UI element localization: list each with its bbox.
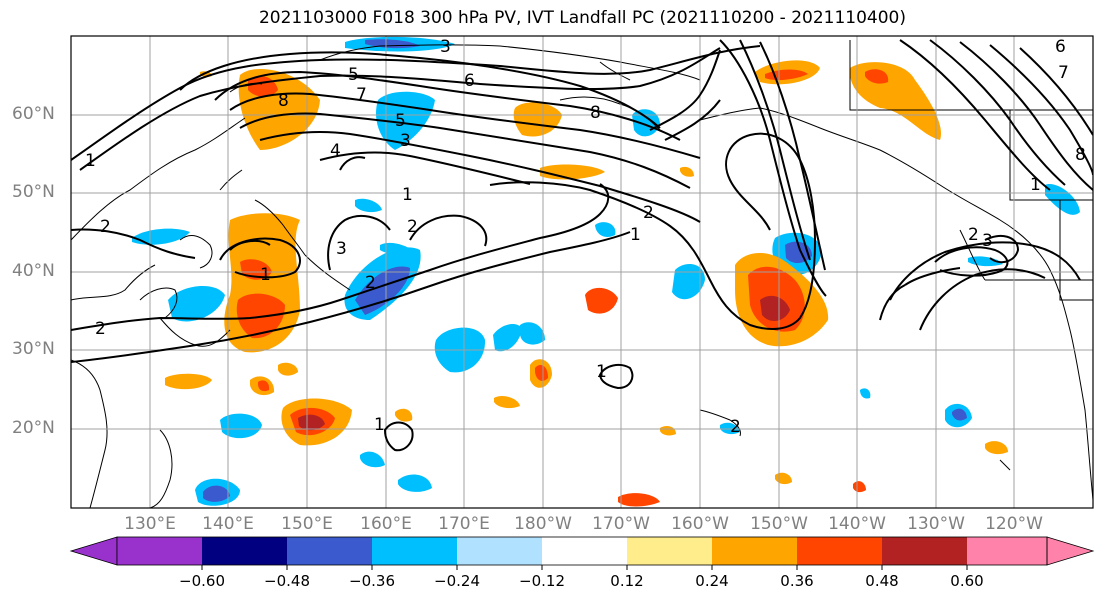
lat-label: 20°N: [12, 418, 55, 438]
map-frame: [70, 35, 1094, 509]
contour-label: 2: [407, 217, 418, 237]
lon-label: 160°W: [671, 514, 729, 534]
coastlines: [71, 40, 1093, 508]
contour-label: 6: [464, 71, 475, 91]
colorbar-tick-label: 0.48: [865, 572, 899, 590]
contour-label: 7: [1058, 63, 1069, 83]
colorbar-bin: [117, 537, 202, 565]
colorbar-bin: [627, 537, 712, 565]
contour-label: 2: [100, 217, 111, 237]
contour-label: 1: [260, 265, 271, 285]
contour-label: 3: [400, 131, 411, 151]
colorbar-tick-label: −0.24: [434, 572, 480, 590]
lat-label: 50°N: [12, 182, 55, 202]
contour-label: 8: [1075, 145, 1086, 165]
lat-label: 40°N: [12, 261, 55, 281]
lon-label: 150°E: [281, 514, 333, 534]
contour-label: 5: [395, 111, 406, 131]
colorbar-tick-label: −0.60: [179, 572, 225, 590]
contour-label: 5: [348, 65, 359, 85]
colorbar-bin: [967, 537, 1047, 565]
colorbar-extend-high: [1046, 536, 1095, 566]
contour-label: 2: [365, 273, 376, 293]
contour-label: 8: [590, 103, 601, 123]
contour-label: 8: [278, 91, 289, 111]
colorbar: [69, 536, 1095, 570]
colorbar-bin: [712, 537, 797, 565]
colorbar-bin: [372, 537, 457, 565]
colorbar-tick-label: −0.36: [349, 572, 395, 590]
lon-label: 140°E: [202, 514, 254, 534]
lon-label: 160°E: [360, 514, 412, 534]
contour-label: 3: [982, 231, 993, 251]
contour-label: 3: [440, 37, 451, 57]
colorbar-bin: [287, 537, 372, 565]
contour-label: 6: [1055, 37, 1066, 57]
lon-label: 120°W: [985, 514, 1043, 534]
contour-label: 2: [730, 417, 741, 437]
lon-label: 150°W: [750, 514, 808, 534]
contour-label: 1: [85, 151, 96, 171]
contour-label: 3: [336, 239, 347, 259]
contour-label: 2: [643, 203, 654, 223]
colorbar-bin: [882, 537, 967, 565]
lat-label: 60°N: [12, 104, 55, 124]
pv-contours: [71, 39, 1093, 452]
colorbar-bin: [202, 537, 287, 565]
contour-label: 1: [630, 225, 641, 245]
lon-label: 180°W: [514, 514, 572, 534]
contour-label: 2: [95, 319, 106, 339]
lon-label: 170°W: [592, 514, 650, 534]
contour-label: 2: [968, 225, 979, 245]
lon-label: 170°E: [438, 514, 490, 534]
map-plot-area: [71, 36, 1093, 508]
map-title: 2021103000 F018 300 hPa PV, IVT Landfall…: [258, 8, 906, 28]
colorbar-tick-label: 0.12: [610, 572, 644, 590]
contour-label: 1: [402, 185, 413, 205]
contour-label: 1: [374, 415, 385, 435]
colorbar-tick-label: 0.24: [695, 572, 729, 590]
colorbar-tick-label: −0.12: [519, 572, 565, 590]
lon-label: 140°W: [828, 514, 886, 534]
colorbar-bin: [797, 537, 882, 565]
lat-label: 30°N: [12, 339, 55, 359]
lon-label: 130°W: [907, 514, 965, 534]
contour-label: 1: [1030, 175, 1041, 195]
contour-label: 1: [596, 362, 607, 382]
colorbar-extend-low: [69, 536, 118, 566]
colorbar-bin: [542, 537, 627, 565]
shaded-field: [132, 36, 1080, 507]
colorbar-tick-label: −0.48: [264, 572, 310, 590]
colorbar-tick-label: 0.36: [780, 572, 814, 590]
contour-labels: 5 6 7 8 4 3 8 3 5 1 2 2 1 3 2 2 2 1 1 1 …: [85, 37, 1086, 437]
colorbar-bin: [457, 537, 542, 565]
contour-label: 7: [356, 85, 367, 105]
lon-label: 130°E: [124, 514, 176, 534]
colorbar-tick-label: 0.60: [950, 572, 984, 590]
contour-label: 4: [330, 141, 341, 161]
